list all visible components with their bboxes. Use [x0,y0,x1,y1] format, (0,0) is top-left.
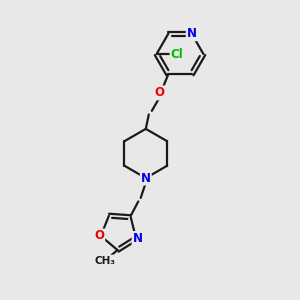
Text: O: O [154,86,164,99]
Text: N: N [187,27,197,40]
Text: O: O [94,230,104,242]
Text: N: N [141,172,151,184]
Text: CH₃: CH₃ [94,256,116,266]
Text: Cl: Cl [171,47,183,61]
Text: N: N [133,232,142,245]
